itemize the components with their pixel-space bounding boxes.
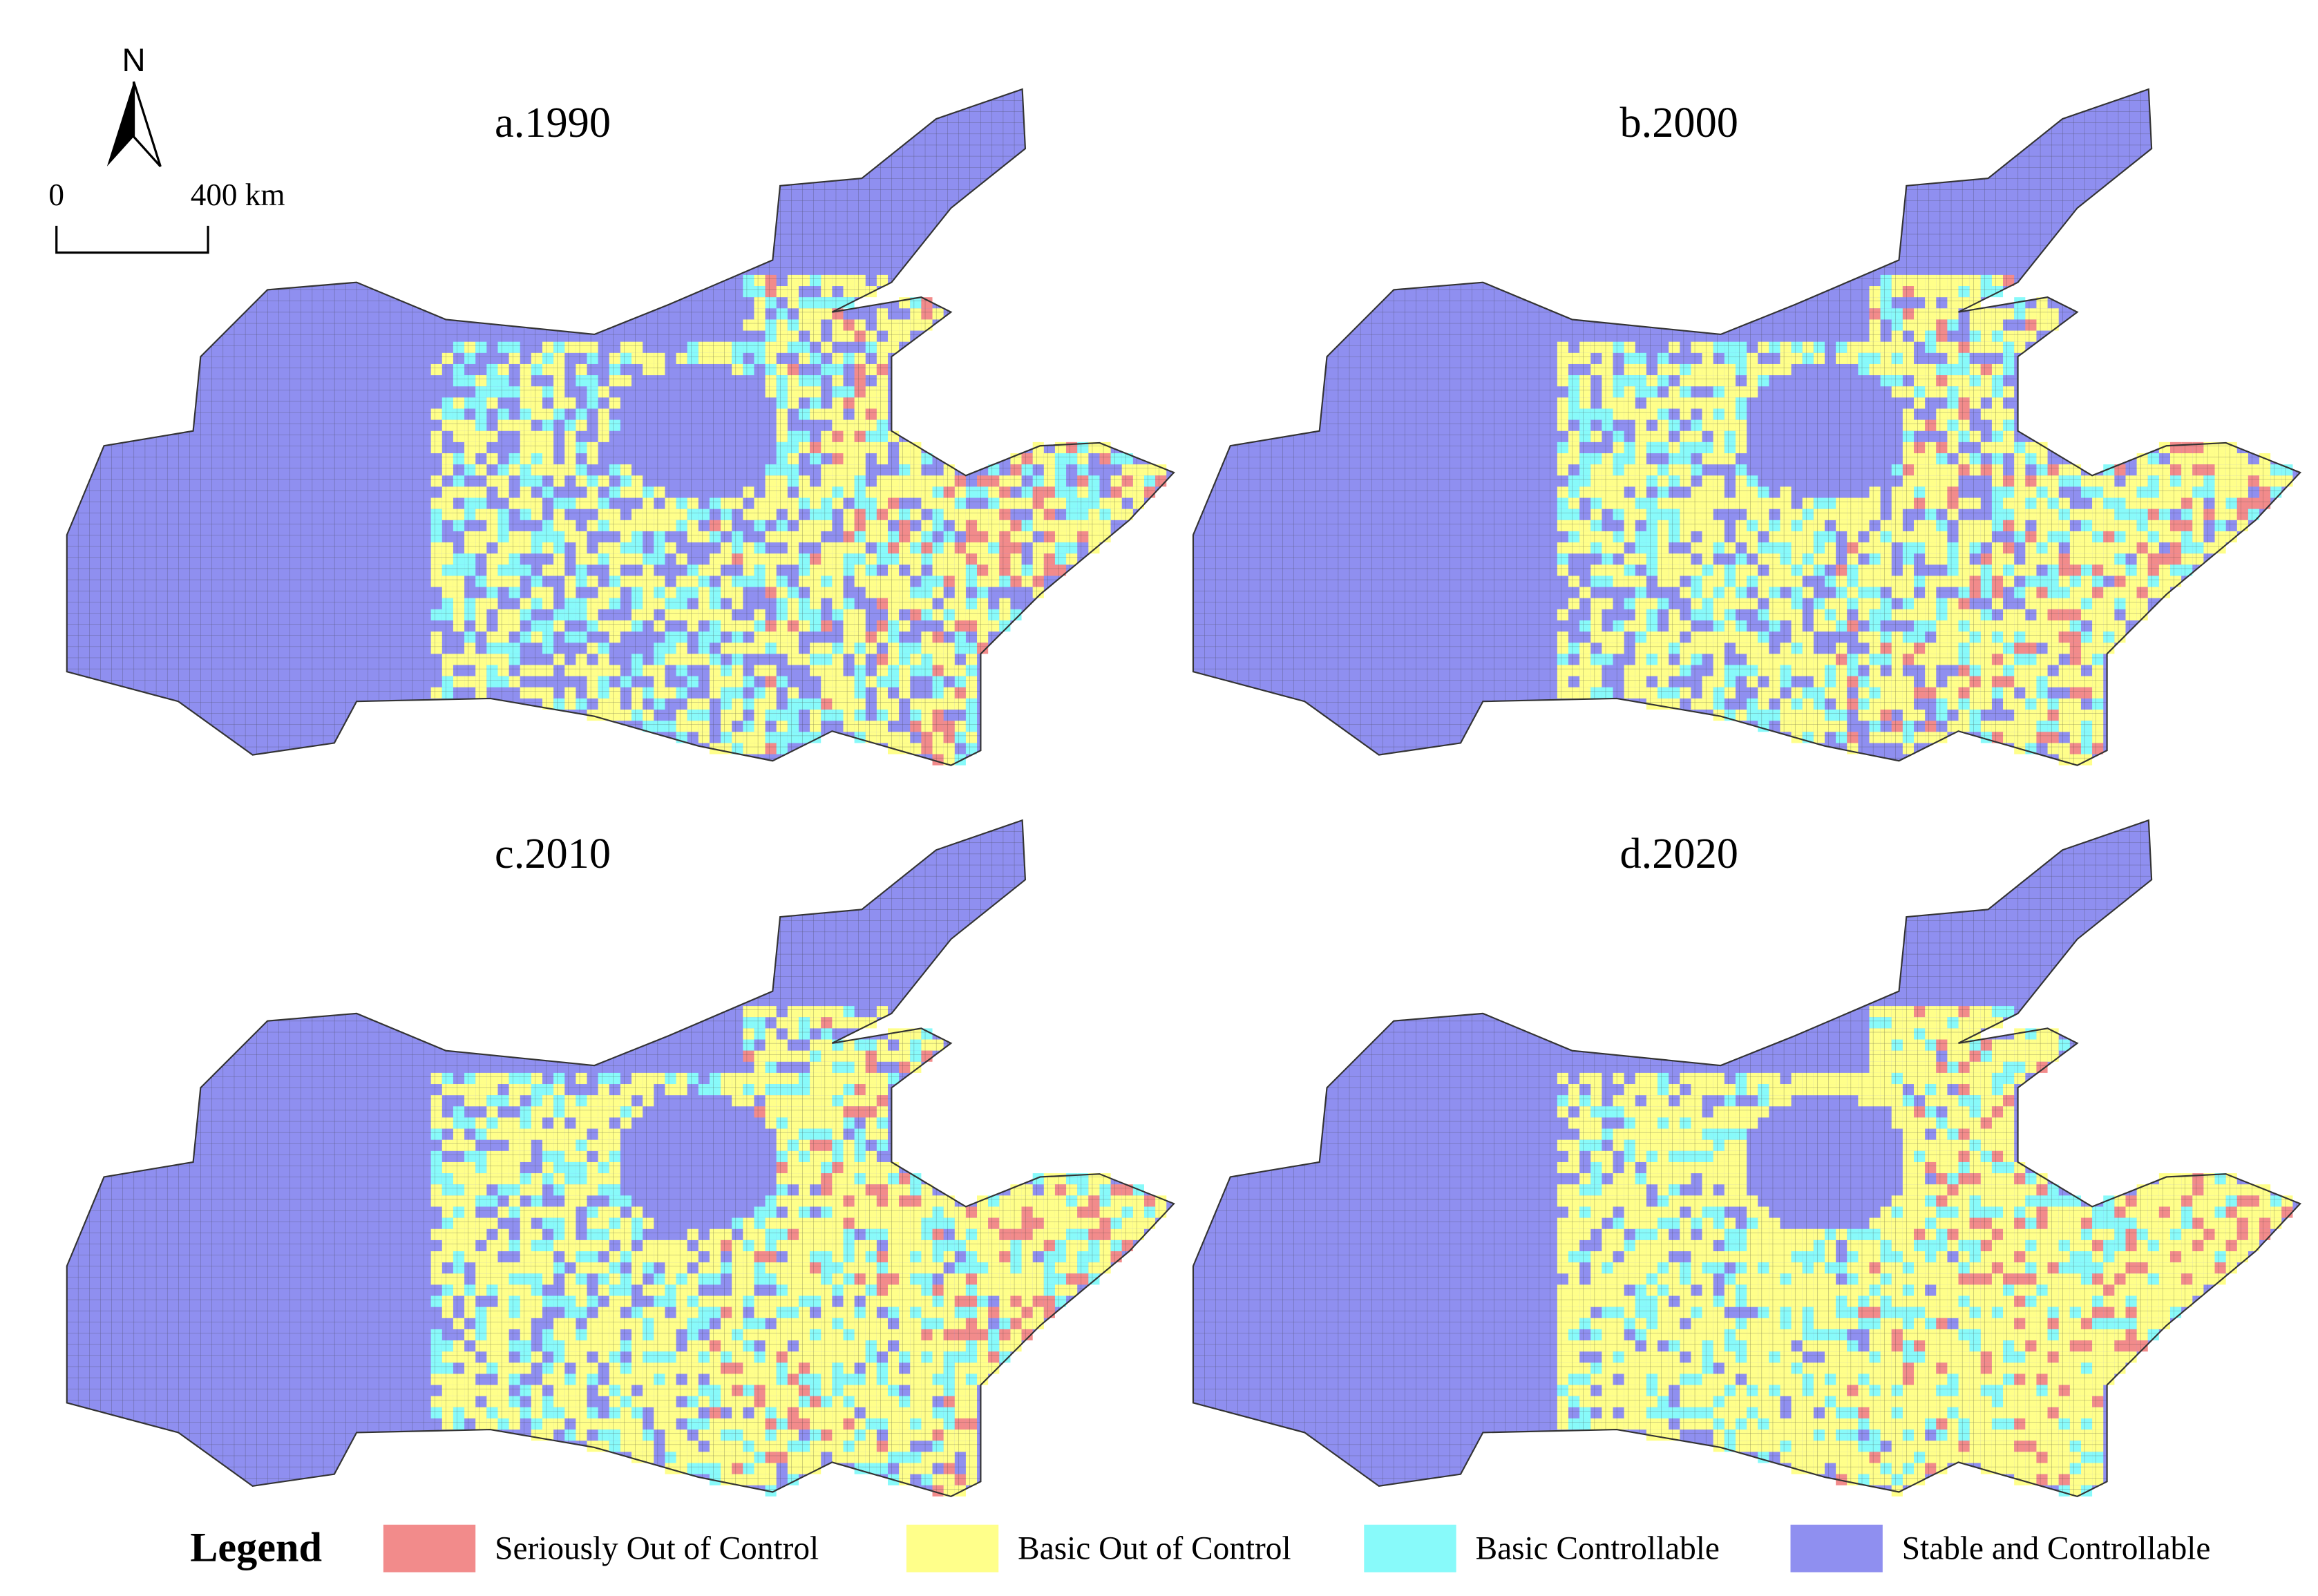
- scale-line: [55, 225, 209, 254]
- region-grid: [1192, 88, 2302, 766]
- arrow-left: [106, 82, 134, 167]
- map-panel: a.1990: [66, 88, 1175, 766]
- panel-title: c.2010: [495, 830, 611, 877]
- arrow-right: [132, 81, 162, 167]
- region-grid: [66, 88, 1175, 766]
- map-panel: c.2010: [66, 819, 1175, 1498]
- maps: a.1990 b.2000 c.2010 d.2020: [66, 88, 2302, 1498]
- north-arrow: N: [106, 42, 162, 167]
- map-panel: b.2000: [1192, 88, 2302, 766]
- scale-bar: 0 400 km: [48, 178, 285, 254]
- north-label: N: [122, 42, 145, 79]
- scale-start: 0: [48, 178, 64, 212]
- map-panel: d.2020: [1192, 819, 2302, 1498]
- scale-end: 400 km: [191, 178, 285, 212]
- panel-title: a.1990: [495, 99, 611, 146]
- region-grid: [66, 819, 1175, 1498]
- panel-title: b.2000: [1619, 99, 1738, 146]
